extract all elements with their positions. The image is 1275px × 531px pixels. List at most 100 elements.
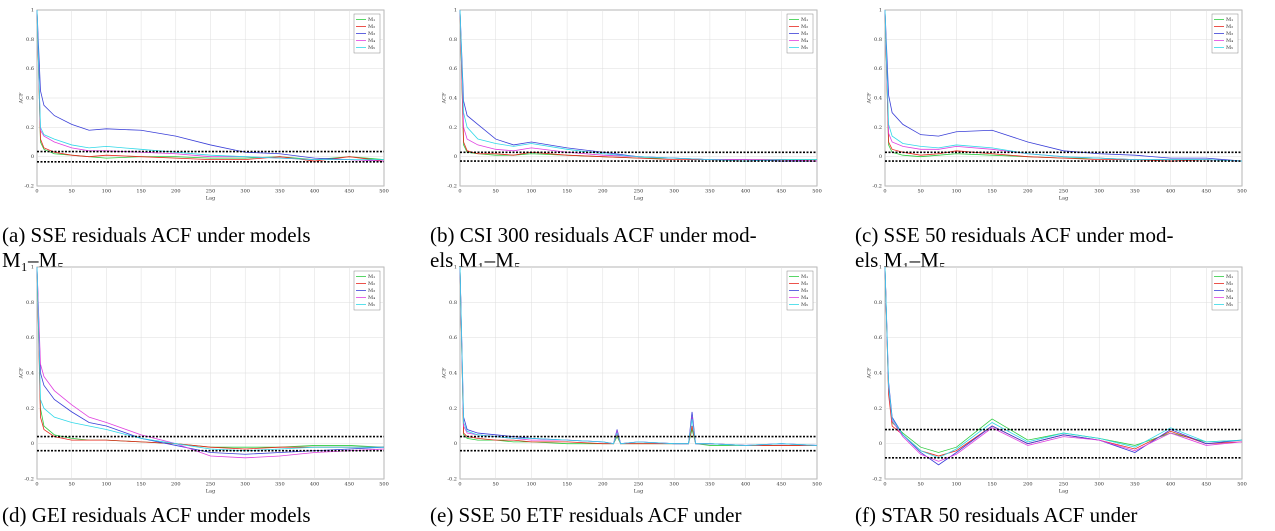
x-tick-label: 500 — [812, 482, 822, 488]
acf-line — [459, 266, 818, 446]
x-tick-label: 150 — [987, 482, 997, 488]
y-axis-label: ACF — [867, 367, 873, 379]
x-tick-label: 50 — [69, 482, 75, 488]
y-tick-label: 1 — [31, 265, 34, 271]
y-tick-label: 0.6 — [449, 335, 457, 341]
x-tick-label: 500 — [1237, 482, 1247, 488]
x-tick-label: 350 — [1130, 482, 1140, 488]
x-tick-label: 400 — [741, 482, 751, 488]
subplot: -0.200.20.40.60.810 50 100 150 200 250 300 350 4… — [2, 8, 389, 273]
y-tick-label: 0.2 — [874, 125, 882, 131]
x-tick-label: 250 — [1059, 482, 1069, 488]
legend-label: M₄ — [368, 295, 375, 301]
x-tick-label: 150 — [987, 189, 997, 195]
x-tick-label: 300 — [240, 482, 250, 488]
x-tick-label: 300 — [1094, 189, 1104, 195]
y-tick-label: -0.2 — [872, 184, 882, 190]
x-axis-label: Lag — [1059, 489, 1069, 495]
y-axis-label: ACF — [19, 92, 25, 104]
x-tick-label: 300 — [669, 482, 679, 488]
legend-label: M₁ — [368, 274, 375, 280]
y-tick-label: 1 — [879, 265, 882, 271]
x-tick-label: 400 — [310, 482, 320, 488]
legend-label: M₄ — [1226, 38, 1233, 44]
x-axis-label: Lag — [1059, 196, 1069, 202]
x-tick-label: 350 — [705, 189, 715, 195]
x-axis-label: Lag — [206, 489, 216, 495]
y-tick-label: 0 — [879, 154, 882, 160]
y-tick-label: 0.4 — [26, 96, 34, 102]
x-tick-label: 350 — [275, 482, 285, 488]
y-tick-label: -0.2 — [24, 184, 34, 190]
x-tick-label: 200 — [598, 482, 608, 488]
acf-line — [459, 266, 817, 446]
x-tick-label: 50 — [69, 189, 75, 195]
legend-label: M₁ — [1226, 274, 1233, 280]
x-tick-label: 100 — [952, 189, 962, 195]
legend-label: M₁ — [368, 17, 375, 23]
x-tick-label: 150 — [562, 482, 572, 488]
y-tick-label: 0.8 — [26, 300, 34, 306]
x-axis-label: Lag — [206, 196, 216, 202]
x-tick-label: 0 — [458, 189, 461, 195]
x-axis-label: Lag — [634, 489, 644, 495]
y-tick-label: 1 — [879, 8, 882, 14]
y-tick-label: 0.2 — [449, 406, 457, 412]
y-tick-label: -0.2 — [447, 477, 457, 483]
x-tick-label: 50 — [493, 189, 499, 195]
x-tick-label: 350 — [705, 482, 715, 488]
x-tick-label: 450 — [345, 189, 355, 195]
acf-line — [36, 266, 384, 452]
x-tick-label: 450 — [777, 189, 787, 195]
acf-line — [884, 9, 1243, 162]
legend-label: M₃ — [801, 288, 808, 294]
legend-label: M₁ — [1226, 17, 1233, 23]
subplot: -0.200.20.40.60.810 50 100 150 200 250 300 350 4… — [2, 265, 389, 528]
x-tick-label: 200 — [598, 189, 608, 195]
y-tick-label: 1 — [31, 8, 34, 14]
acf-line — [884, 266, 1243, 459]
x-tick-label: 100 — [952, 482, 962, 488]
legend-label: M₂ — [368, 24, 375, 30]
legend-label: M₃ — [801, 31, 808, 37]
caption: (f) STAR 50 residuals ACF under — [855, 503, 1137, 527]
y-tick-label: 0.4 — [874, 371, 882, 377]
acf-line — [36, 266, 385, 459]
x-tick-label: 400 — [310, 189, 320, 195]
x-tick-label: 500 — [812, 189, 822, 195]
x-tick-label: 0 — [883, 189, 886, 195]
x-tick-label: 0 — [458, 482, 461, 488]
legend-label: M₅ — [368, 302, 375, 308]
x-tick-label: 300 — [240, 189, 250, 195]
legend-label: M₅ — [1226, 45, 1233, 51]
x-tick-label: 200 — [1023, 189, 1033, 195]
legend-label: M₅ — [801, 45, 808, 51]
legend-label: M₁ — [801, 274, 808, 280]
x-tick-label: 400 — [1166, 482, 1176, 488]
y-tick-label: 0.2 — [449, 125, 457, 131]
legend-label: M₄ — [801, 295, 808, 301]
x-tick-label: 300 — [1094, 482, 1104, 488]
y-tick-label: 0.6 — [26, 335, 34, 341]
y-tick-label: 0.4 — [449, 96, 457, 102]
x-tick-label: 450 — [345, 482, 355, 488]
x-tick-label: 150 — [136, 482, 146, 488]
x-tick-label: 450 — [1202, 482, 1212, 488]
acf-line — [36, 266, 384, 450]
y-tick-label: 0 — [879, 441, 882, 447]
y-tick-label: 0.8 — [449, 37, 457, 43]
x-tick-label: 100 — [527, 189, 537, 195]
legend-label: M₂ — [801, 281, 808, 287]
y-tick-label: 0.2 — [874, 406, 882, 412]
x-tick-label: 500 — [379, 189, 389, 195]
x-tick-label: 400 — [1166, 189, 1176, 195]
y-tick-label: 0 — [454, 154, 457, 160]
acf-line — [884, 266, 1243, 462]
x-tick-label: 100 — [527, 482, 537, 488]
y-tick-label: 0.2 — [26, 125, 34, 131]
y-tick-label: 0.4 — [26, 371, 34, 377]
x-axis-label: Lag — [634, 196, 644, 202]
y-tick-label: 1 — [454, 8, 457, 14]
subplot: -0.200.20.40.60.810 50 100 150 200 250 300 350 4… — [430, 265, 822, 528]
x-tick-label: 250 — [1059, 189, 1069, 195]
